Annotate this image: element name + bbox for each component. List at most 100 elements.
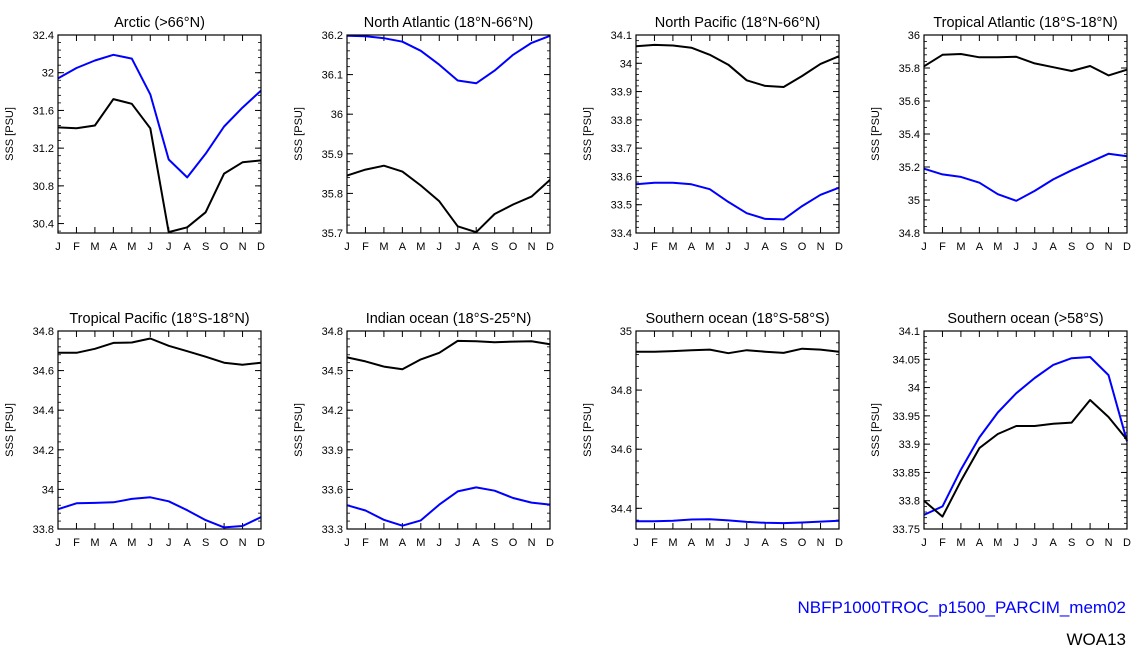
x-tick-label: J <box>148 241 154 253</box>
chart-title: North Pacific (18°N-66°N) <box>655 15 821 31</box>
y-tick-label: 30.4 <box>33 219 54 231</box>
chart-title: North Atlantic (18°N-66°N) <box>364 15 534 31</box>
x-tick-label: M <box>668 537 677 549</box>
plot-frame <box>923 34 1128 234</box>
x-tick-label: J <box>921 241 927 253</box>
x-tick-label: A <box>110 537 118 549</box>
x-tick-label: J <box>437 537 443 549</box>
x-tick-label: M <box>668 241 677 253</box>
plot-frame <box>346 330 551 530</box>
y-tick-label: 34.6 <box>611 444 632 456</box>
x-tick-label: J <box>455 537 461 549</box>
x-tick-label: N <box>817 241 825 253</box>
x-tick-label: J <box>344 537 350 549</box>
x-tick-label: M <box>416 537 425 549</box>
y-tick-label: 34.8 <box>611 385 632 397</box>
series-line-obs <box>58 337 262 366</box>
y-tick-label: 35 <box>620 326 632 338</box>
legend-obs-label: WOA13 <box>1066 630 1126 649</box>
y-tick-label: 33.8 <box>33 524 54 536</box>
x-tick-label: S <box>780 241 787 253</box>
x-tick-label: J <box>633 537 639 549</box>
x-tick-label: S <box>1068 537 1075 549</box>
y-axis-label: SSS [PSU] <box>870 107 882 161</box>
x-tick-label: D <box>546 241 554 253</box>
y-tick-label: 30.8 <box>33 181 54 193</box>
x-tick-label: O <box>220 241 229 253</box>
x-tick-label: D <box>835 537 843 549</box>
x-tick-label: J <box>55 537 61 549</box>
x-tick-label: J <box>455 241 461 253</box>
x-tick-label: N <box>1105 241 1113 253</box>
y-tick-label: 33.4 <box>611 228 632 240</box>
x-tick-label: A <box>399 241 407 253</box>
x-tick-label: O <box>1086 537 1095 549</box>
x-tick-label: O <box>220 537 229 549</box>
chart-title: Southern ocean (>58°S) <box>947 311 1103 327</box>
x-tick-label: J <box>1014 537 1020 549</box>
x-tick-label: J <box>55 241 61 253</box>
y-tick-label: 34.8 <box>899 228 920 240</box>
x-tick-label: J <box>921 537 927 549</box>
y-tick-label: 33.5 <box>611 200 632 212</box>
y-tick-label: 33.7 <box>611 143 632 155</box>
x-tick-label: A <box>399 537 407 549</box>
y-tick-label: 33.9 <box>611 87 632 99</box>
x-tick-label: J <box>744 537 750 549</box>
y-tick-label: 33.8 <box>899 496 920 508</box>
x-tick-label: D <box>257 241 265 253</box>
x-tick-label: A <box>1050 241 1058 253</box>
y-axis-label: SSS [PSU] <box>4 107 16 161</box>
series-line-model <box>346 34 551 85</box>
y-tick-label: 34.8 <box>322 326 343 338</box>
x-tick-label: F <box>939 537 946 549</box>
x-tick-label: M <box>127 537 136 549</box>
x-tick-label: N <box>817 537 825 549</box>
y-tick-label: 34.1 <box>899 326 920 338</box>
y-axis-label: SSS [PSU] <box>870 403 882 457</box>
y-tick-label: 33.9 <box>899 439 920 451</box>
chart-panel-5: Tropical Pacific (18°S-18°N) SSS [PSU] 33.… <box>4 311 265 549</box>
series-line-model <box>57 53 262 179</box>
chart-title: Southern ocean (18°S-58°S) <box>645 311 829 327</box>
chart-title: Tropical Atlantic (18°S-18°N) <box>933 15 1117 31</box>
y-tick-label: 35.8 <box>322 188 343 200</box>
plot-frame <box>635 34 840 234</box>
x-tick-label: D <box>257 537 265 549</box>
y-tick-label: 33.85 <box>892 467 920 479</box>
y-tick-label: 35.6 <box>899 96 920 108</box>
y-tick-label: 33.6 <box>322 484 343 496</box>
y-tick-label: 33.75 <box>892 524 920 536</box>
y-tick-label: 35.9 <box>322 149 343 161</box>
x-tick-label: A <box>1050 537 1058 549</box>
x-tick-label: A <box>110 241 118 253</box>
x-tick-label: A <box>976 241 984 253</box>
x-tick-label: F <box>73 241 80 253</box>
x-tick-label: A <box>688 537 696 549</box>
x-tick-label: M <box>705 537 714 549</box>
x-tick-label: J <box>148 537 154 549</box>
chart-panel-2: North Atlantic (18°N-66°N) SSS [PSU] 35.7 3… <box>293 15 554 253</box>
x-tick-label: F <box>939 241 946 253</box>
series-line-obs <box>635 43 840 88</box>
x-tick-label: J <box>437 241 443 253</box>
x-tick-label: M <box>90 241 99 253</box>
y-tick-label: 36.1 <box>322 70 343 82</box>
y-tick-label: 33.95 <box>892 411 920 423</box>
x-tick-label: M <box>90 537 99 549</box>
chart-panel-6: Indian ocean (18°S-25°N) SSS [PSU] 33.3 33.… <box>293 311 554 549</box>
series-line-model <box>636 518 840 525</box>
y-tick-label: 35.7 <box>322 228 343 240</box>
series-line-obs <box>346 339 551 371</box>
x-tick-label: A <box>473 537 481 549</box>
y-tick-label: 35 <box>908 195 920 207</box>
x-tick-label: J <box>344 241 350 253</box>
x-tick-label: S <box>491 537 498 549</box>
x-tick-label: J <box>744 241 750 253</box>
chart-title: Arctic (>66°N) <box>114 15 205 31</box>
x-tick-label: J <box>166 537 172 549</box>
y-axis-label: SSS [PSU] <box>293 403 305 457</box>
x-tick-label: O <box>798 537 807 549</box>
x-tick-label: J <box>726 241 732 253</box>
